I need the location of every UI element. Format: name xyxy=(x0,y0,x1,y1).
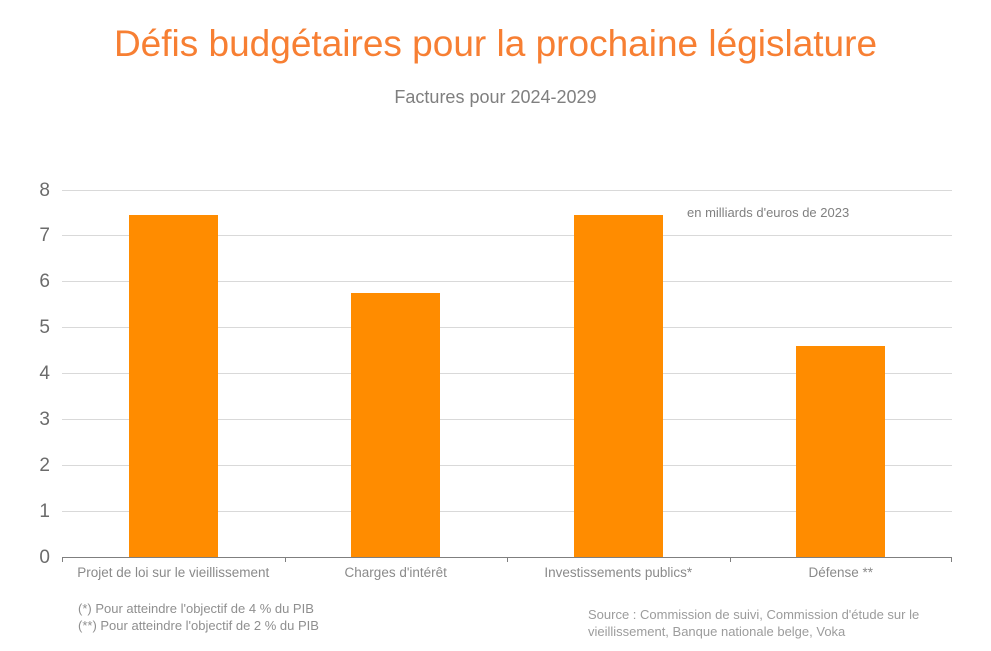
x-axis-tick xyxy=(507,557,508,562)
y-axis-tick-label: 6 xyxy=(39,271,50,293)
y-axis-tick-label: 0 xyxy=(39,546,50,568)
x-axis-category-label: Charges d'intérêt xyxy=(344,565,447,580)
chart-bar xyxy=(128,215,218,557)
gridline xyxy=(62,189,952,191)
footnote-line-1: (*) Pour atteindre l'objectif de 4 % du … xyxy=(78,601,314,616)
plot-area: en milliards d'euros de 2023 0 1 2 3 4 5 6 7 8 Pr… xyxy=(39,181,952,580)
y-axis-tick-label: 1 xyxy=(39,500,50,522)
gridline xyxy=(62,464,952,466)
gridline xyxy=(62,418,952,420)
footnote-line-2: (**) Pour atteindre l'objectif de 2 % du… xyxy=(78,618,319,633)
chart-bar xyxy=(351,293,441,557)
y-axis-tick-label: 2 xyxy=(39,454,50,476)
gridline xyxy=(62,235,952,237)
y-axis-tick-label: 4 xyxy=(39,363,50,384)
x-axis-category-label: Investissements publics* xyxy=(544,565,693,580)
x-axis-category-label: Projet de loi sur le vieillissement xyxy=(77,565,270,580)
source-note: Source : Commission de suivi, Commission… xyxy=(588,607,920,639)
x-axis-tick xyxy=(729,557,731,562)
x-axis-tick xyxy=(951,557,952,562)
gridline xyxy=(62,281,952,283)
y-axis-tick-label: 7 xyxy=(39,225,50,247)
chart-bar xyxy=(796,345,886,557)
gridline xyxy=(62,510,952,512)
unit-annotation: en milliards d'euros de 2023 xyxy=(687,205,850,220)
chart-subtitle: Factures pour 2024-2029 xyxy=(394,87,597,107)
gridline xyxy=(62,327,952,329)
chart-bar xyxy=(573,215,663,557)
y-axis-tick-label: 8 xyxy=(39,179,50,201)
gridline xyxy=(62,373,952,374)
y-axis-tick-label: 5 xyxy=(39,317,50,339)
x-axis-tick xyxy=(62,557,63,562)
x-axis-tick xyxy=(284,557,286,562)
footnotes-block: (*) Pour atteindre l'objectif de 4 % du … xyxy=(78,600,319,634)
x-axis-category-label: Défense ** xyxy=(808,565,874,580)
chart-title: Défis budgétaires pour la prochaine légi… xyxy=(113,23,878,64)
y-axis-tick-label: 3 xyxy=(39,408,50,430)
